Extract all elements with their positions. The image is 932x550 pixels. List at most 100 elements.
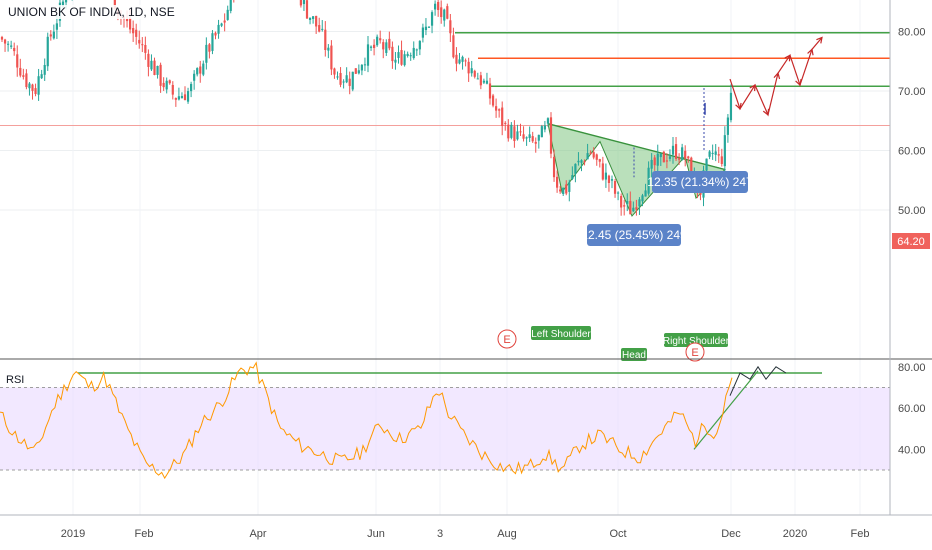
candle-body xyxy=(394,59,397,63)
candle-body xyxy=(406,53,409,57)
candle-body xyxy=(537,134,540,141)
candle-body xyxy=(434,3,437,10)
candle-body xyxy=(665,160,668,162)
candle-body xyxy=(0,37,4,40)
candle-body xyxy=(583,161,586,163)
candle-body xyxy=(168,80,171,84)
measure-label-2: 12.35 (21.34%) 247 xyxy=(647,175,753,189)
candle-body xyxy=(180,96,184,99)
candle-body xyxy=(556,176,559,188)
candle-body xyxy=(174,97,177,100)
candle-body xyxy=(687,156,690,159)
head-label: Head xyxy=(622,350,646,361)
projection-arrowhead xyxy=(807,48,814,56)
candle-body xyxy=(113,0,116,9)
candle-body xyxy=(446,6,449,19)
candle-body xyxy=(656,153,659,166)
rsi-band xyxy=(0,387,890,471)
candle-body xyxy=(455,54,458,64)
earnings-label-1: E xyxy=(503,334,510,346)
candle-body xyxy=(369,46,373,48)
projection-arrowhead xyxy=(816,36,823,44)
candle-body xyxy=(186,91,190,102)
candle-body xyxy=(498,109,501,111)
candle-body xyxy=(220,23,223,26)
candle-body xyxy=(525,137,528,139)
candle-body xyxy=(647,167,650,194)
candle-body xyxy=(159,64,162,86)
candle-body xyxy=(638,199,641,207)
candle-body xyxy=(662,151,665,163)
left-shoulder-tag xyxy=(531,326,591,340)
candle-body xyxy=(141,44,144,46)
candle-body xyxy=(711,152,714,154)
earnings-label-2: E xyxy=(691,347,698,359)
candle-body xyxy=(208,44,211,52)
candle-body xyxy=(415,49,418,51)
candle-body xyxy=(516,131,519,140)
candle-body xyxy=(312,16,315,19)
candle-body xyxy=(473,70,476,77)
measure-label-1: 12.45 (25.45%) 249 xyxy=(581,228,687,242)
candle-body xyxy=(25,73,28,88)
candle-body xyxy=(504,122,507,124)
candle-body xyxy=(366,44,370,66)
candle-body xyxy=(354,68,357,74)
candle-body xyxy=(315,15,318,27)
candle-body xyxy=(330,45,333,70)
candle-body xyxy=(464,60,467,62)
level-lines xyxy=(0,31,890,450)
price-tick-label: 80.00 xyxy=(898,27,926,39)
candle-body xyxy=(449,20,452,34)
candle-body xyxy=(562,187,565,194)
candle-body xyxy=(659,153,662,158)
right-shoulder-label: Right Shoulder xyxy=(663,336,730,347)
candle-body xyxy=(595,154,598,160)
time-tick-label: Jun xyxy=(367,528,385,540)
candle-body xyxy=(723,135,726,167)
candle-body xyxy=(519,131,522,133)
candle-body xyxy=(202,63,205,75)
candle-body xyxy=(363,64,367,66)
candle-body xyxy=(321,28,324,30)
candle-body xyxy=(443,9,446,21)
price-tick-label: 50.00 xyxy=(898,205,926,217)
candle-body xyxy=(31,84,34,91)
candle-body xyxy=(403,54,406,66)
time-axis: 2019 Feb Apr Jun 3 Aug Oct Dec 2020 Feb xyxy=(61,528,870,540)
measure-box-2 xyxy=(652,171,748,193)
candle-body xyxy=(598,159,601,162)
candle-body xyxy=(345,75,348,83)
candle-body xyxy=(507,124,510,139)
candle-body xyxy=(132,28,135,34)
earnings-marker-2[interactable] xyxy=(685,342,705,362)
candle-body xyxy=(10,45,13,47)
candle-body xyxy=(190,83,193,92)
candle-body xyxy=(49,34,52,37)
candle-body xyxy=(437,1,440,11)
time-tick-label: Feb xyxy=(135,528,154,540)
candle-body xyxy=(592,152,595,158)
candle-body xyxy=(452,35,455,58)
rsi-trendline xyxy=(693,370,759,450)
candle-body xyxy=(171,84,174,95)
candle-body xyxy=(714,151,717,155)
candle-body xyxy=(726,117,729,135)
candle-body xyxy=(400,50,403,65)
candle-body xyxy=(549,117,553,154)
price-tag: 64.20 xyxy=(892,233,930,249)
candle-body xyxy=(479,75,482,86)
head-tag xyxy=(621,348,647,361)
candle-body xyxy=(52,31,55,39)
time-tick-label: Dec xyxy=(721,528,741,540)
earnings-marker-1[interactable] xyxy=(497,329,517,349)
price-tick-label: 70.00 xyxy=(898,86,926,98)
rsi-tick-label: 80.00 xyxy=(898,362,926,374)
candle-body xyxy=(623,205,626,207)
candle-body xyxy=(613,181,617,194)
candle-body xyxy=(577,160,580,163)
candle-body xyxy=(13,47,16,52)
candle-body xyxy=(470,68,473,74)
candle-body xyxy=(565,184,568,194)
candle-body xyxy=(183,94,187,101)
